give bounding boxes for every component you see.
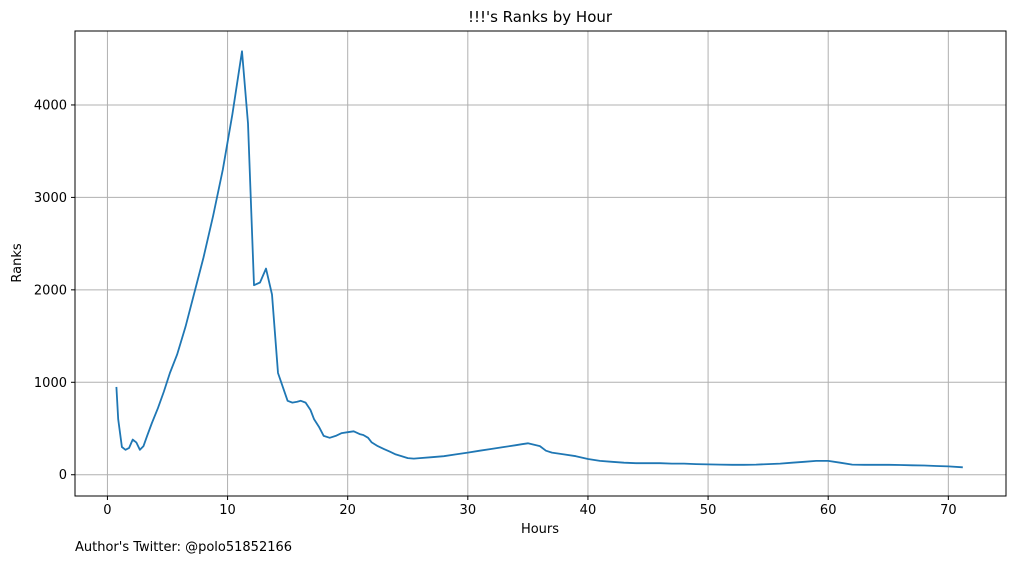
x-tick-label: 20	[339, 503, 356, 518]
y-tick-label: 0	[59, 468, 67, 483]
y-tick-label: 3000	[34, 191, 67, 206]
x-tick-label: 10	[219, 503, 236, 518]
x-tick-label: 70	[940, 503, 957, 518]
y-tick-label: 2000	[34, 283, 67, 298]
y-axis-ticks: 0 1000 2000 3000 4000	[34, 98, 75, 483]
author-footer: Author's Twitter: @polo51852166	[75, 540, 292, 555]
x-axis-label: Hours	[521, 522, 559, 537]
line-series	[115, 50, 963, 469]
y-tick-label: 1000	[34, 376, 67, 391]
x-tick-label: 40	[580, 503, 597, 518]
rank-line	[115, 50, 963, 469]
x-tick-label: 60	[820, 503, 837, 518]
grid-lines	[75, 31, 1006, 496]
x-axis-ticks: 0 10 20 30 40 50 60 70	[103, 496, 957, 518]
y-tick-label: 4000	[34, 98, 67, 113]
x-tick-label: 0	[103, 503, 111, 518]
x-tick-label: 50	[700, 503, 717, 518]
chart-title: !!!'s Ranks by Hour	[468, 8, 613, 26]
x-tick-label: 30	[460, 503, 477, 518]
plot-frame	[74, 30, 1007, 497]
y-axis-label: Ranks	[10, 243, 25, 282]
